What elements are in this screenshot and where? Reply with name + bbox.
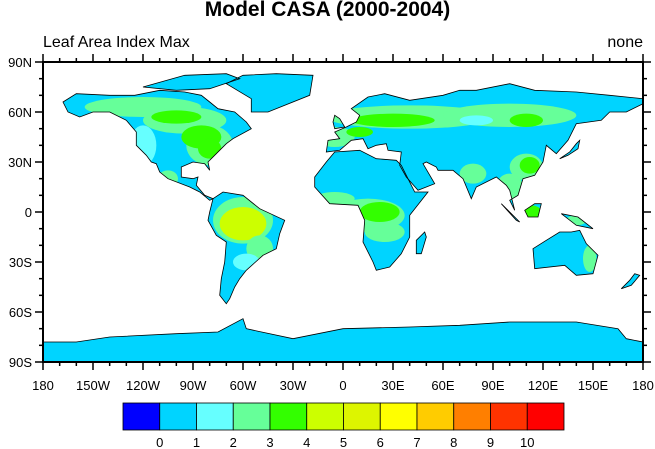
colorbar-label: 6 (377, 435, 384, 449)
lat-label: 60N (8, 105, 32, 120)
lon-label: 60E (431, 378, 454, 393)
lon-label: 90W (180, 378, 207, 393)
variable-name: Leaf Area Index Max (43, 34, 190, 51)
lai-region (443, 103, 577, 128)
lon-label: 150W (76, 378, 111, 393)
new-zealand-fill (621, 273, 640, 289)
lon-label: 120E (528, 378, 559, 393)
lai-region (459, 163, 487, 184)
lon-label: 0 (339, 378, 346, 393)
arctic-islands-fill (143, 73, 240, 91)
colorbar: 0 1 2 3 4 5 6 7 8 9 10 (122, 402, 565, 449)
colorbar-label: 9 (487, 435, 494, 449)
new-zealand-coastline (621, 273, 641, 290)
lai-region (359, 202, 400, 222)
lai-region (364, 222, 405, 242)
colorbar-label: 0 (156, 435, 163, 449)
axis-ticks (35, 54, 651, 370)
colorbar-box (526, 402, 565, 431)
lai-region (459, 115, 494, 126)
lai-region (198, 138, 222, 159)
australia-fill (533, 230, 598, 276)
colorbar-box (490, 402, 528, 431)
lat-label: 60S (9, 305, 32, 320)
lat-label: 90S (9, 355, 32, 370)
colorbar-box (453, 402, 491, 431)
lat-label: 30N (8, 155, 32, 170)
colorbar-box (122, 402, 161, 431)
lon-label: 180 (632, 378, 654, 393)
antarctica-fill (43, 318, 643, 362)
colorbar-box (196, 402, 234, 431)
plot-title: Model CASA (2000-2004) (204, 0, 451, 21)
arctic-islands-coastline (142, 73, 241, 91)
colorbar-label: 1 (193, 435, 200, 449)
colorbar-box (159, 402, 197, 431)
colorbar-box (416, 402, 455, 431)
colorbar-label: 8 (450, 435, 457, 449)
lon-label: 150E (578, 378, 609, 393)
africa-coastline (314, 149, 429, 271)
australia-coastline (532, 229, 599, 276)
japan-fill (559, 140, 580, 159)
colorbar-label: 2 (230, 435, 237, 449)
colorbar-label: 10 (520, 435, 534, 449)
lon-label: 30E (381, 378, 404, 393)
japan-coastline (559, 139, 581, 160)
lon-label: 120W (126, 378, 161, 393)
lai-region (151, 110, 202, 124)
lon-label: 30W (280, 378, 307, 393)
lai-region (519, 157, 540, 174)
lai-region (219, 207, 267, 241)
lon-label: 180 (32, 378, 54, 393)
colorbar-label: 7 (413, 435, 420, 449)
lai-region (583, 245, 597, 272)
sumatra-coastline (501, 203, 520, 223)
lai-region (129, 125, 157, 166)
units-label: none (607, 34, 643, 51)
lat-label: 30S (9, 255, 32, 270)
colorbar-box (269, 402, 308, 431)
colorbar-label: 4 (303, 435, 310, 449)
colorbar-box (306, 402, 344, 431)
lai-region (509, 113, 543, 128)
lat-label: 90N (8, 55, 32, 70)
eurasia-coastline (325, 83, 644, 211)
british-isles-coastline (332, 114, 346, 130)
lai-region (351, 113, 435, 128)
lai-contours (84, 97, 597, 272)
lon-label: 90E (481, 378, 504, 393)
lai-region (496, 173, 523, 201)
greenland-fill (226, 73, 313, 112)
lai-region (346, 127, 373, 137)
south-america-coastline (207, 191, 286, 305)
lon-label: 60W (230, 378, 257, 393)
new-guinea-coastline (561, 213, 594, 230)
colorbar-label: 3 (266, 435, 273, 449)
borneo-coastline (524, 203, 542, 218)
colorbar-box (343, 402, 381, 431)
greenland-coastline (225, 73, 314, 113)
madagascar-fill (416, 232, 427, 254)
lat-label: 0 (25, 205, 32, 220)
madagascar-coastline (415, 231, 427, 255)
north-america-coastline (62, 89, 252, 201)
colorbar-box (232, 402, 271, 431)
colorbar-label: 5 (340, 435, 347, 449)
colorbar-box (379, 402, 418, 431)
